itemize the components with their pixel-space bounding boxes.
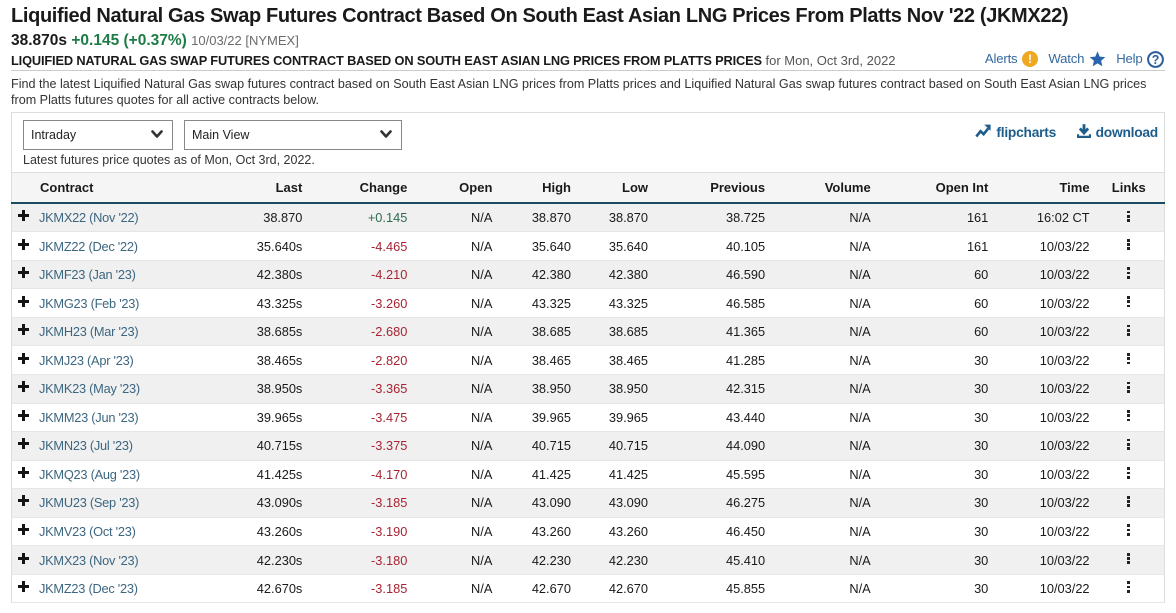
svg-text:?: ?	[1152, 53, 1159, 67]
